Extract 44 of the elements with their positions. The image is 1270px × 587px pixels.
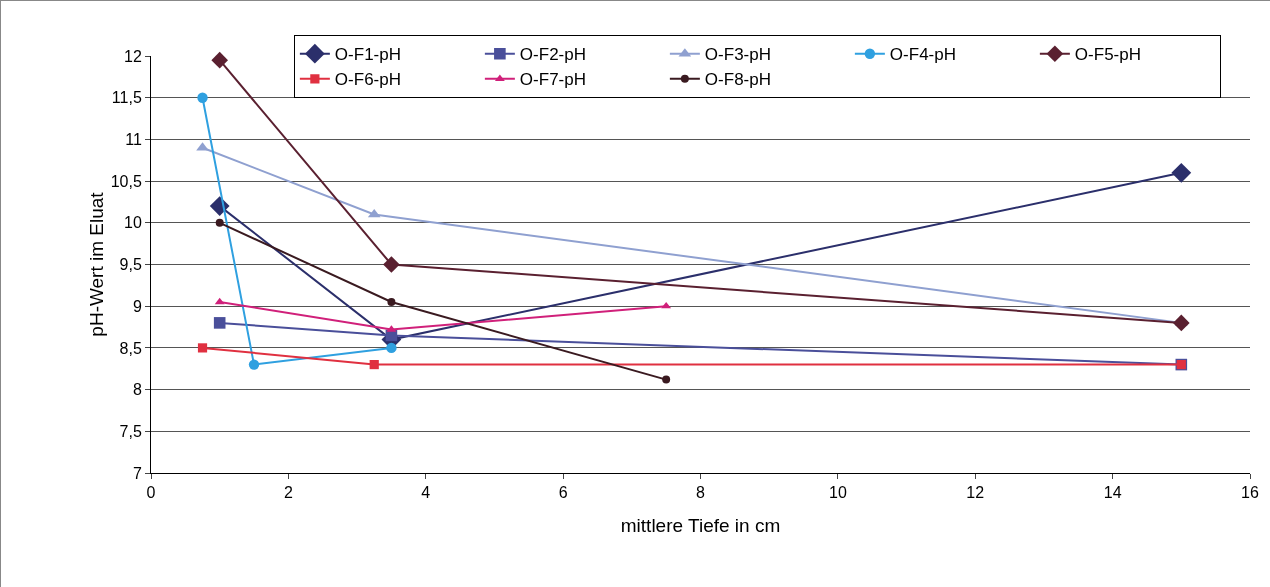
- x-tick-label: 14: [1103, 484, 1122, 502]
- legend-label: O-F2-pH: [519, 45, 586, 65]
- point: [211, 51, 229, 69]
- y-tick-label: 12: [124, 47, 142, 65]
- legend-label: O-F8-pH: [704, 70, 771, 90]
- point: [369, 359, 379, 370]
- y-tick-label: 8,5: [119, 339, 142, 357]
- y-tick-label: 9: [132, 297, 142, 315]
- point: [662, 375, 671, 384]
- x-tick-label: 2: [283, 484, 293, 502]
- y-tick-label: 7,5: [119, 422, 142, 440]
- point: [214, 297, 225, 305]
- legend-label: O-F6-pH: [334, 70, 401, 90]
- x-tick-label: 10: [828, 484, 847, 502]
- point: [197, 343, 208, 353]
- y-tick-label: 10: [124, 214, 142, 232]
- legend-label: O-F1-pH: [334, 45, 401, 65]
- y-tick-label: 11: [125, 131, 142, 148]
- point: [386, 342, 397, 354]
- legend-label: O-F7-pH: [519, 70, 586, 90]
- point: [383, 256, 400, 273]
- point: [213, 317, 226, 329]
- y-tick-label: 8: [132, 381, 142, 399]
- x-tick-label: 0: [146, 484, 156, 502]
- y-axis-title: pH-Wert im Eluat: [86, 191, 107, 337]
- legend-label: O-F5-pH: [1074, 45, 1141, 65]
- point: [1171, 162, 1192, 183]
- x-tick-label: 4: [421, 484, 431, 502]
- x-axis-title: mittlere Tiefe in cm: [620, 515, 781, 536]
- x-tick-label: 12: [966, 484, 985, 502]
- y-tick-label: 9,5: [119, 256, 142, 274]
- point: [387, 298, 396, 307]
- legend-label: O-F3-pH: [704, 45, 771, 65]
- point: [215, 218, 224, 227]
- point: [197, 92, 208, 103]
- x-tick-label: 16: [1241, 484, 1259, 502]
- x-tick-label: 8: [696, 484, 706, 502]
- point: [248, 359, 260, 370]
- y-tick-label: 7: [132, 464, 142, 482]
- legend-label: O-F4-pH: [889, 45, 956, 65]
- x-tick-label: 6: [558, 484, 568, 502]
- y-tick-label: 10,5: [110, 172, 142, 190]
- y-tick-label: 11,5: [111, 89, 142, 107]
- point: [1172, 314, 1190, 332]
